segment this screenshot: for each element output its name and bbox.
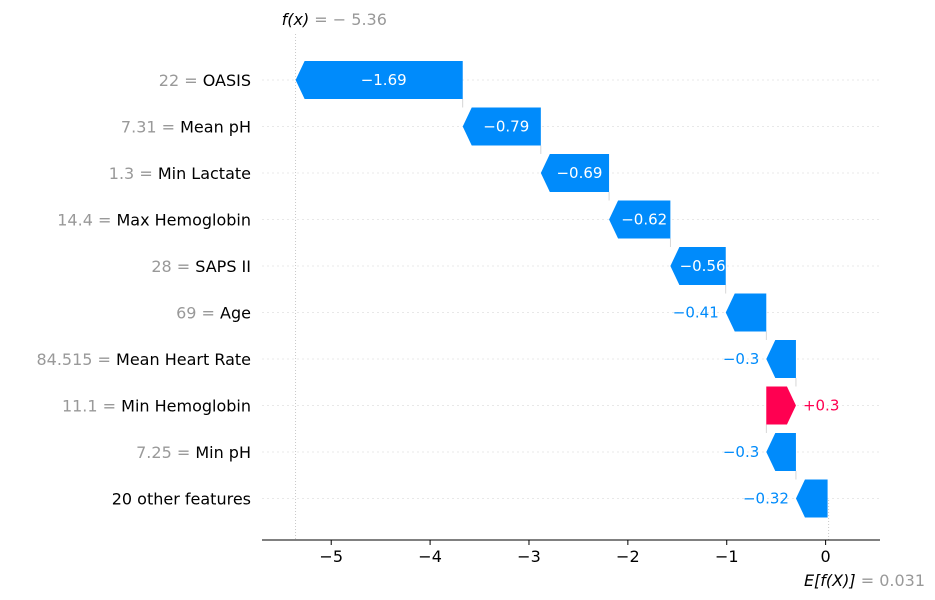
feature-name: 20 other features — [112, 489, 251, 508]
feature-name: SAPS II — [195, 257, 251, 276]
base-value: = 0.031 — [856, 571, 925, 590]
feature-label: 28 = SAPS II — [151, 257, 251, 276]
feature-value: 11.1 = — [62, 396, 121, 415]
fx-value: = − 5.36 — [309, 10, 387, 29]
feature-label: 22 = OASIS — [159, 71, 251, 90]
bar-value-label: −1.69 — [361, 71, 407, 89]
bar-value-label: −0.69 — [556, 164, 602, 182]
negative-bar — [670, 247, 726, 285]
negative-bar — [609, 200, 671, 239]
x-tick-label: −4 — [418, 547, 442, 566]
feature-label: 7.31 = Mean pH — [121, 117, 251, 136]
feature-value: 22 = — [159, 71, 203, 90]
feature-label: 69 = Age — [176, 303, 251, 322]
feature-value: 7.25 = — [136, 443, 195, 462]
feature-label: 1.3 = Min Lactate — [109, 164, 251, 183]
feature-name: OASIS — [203, 71, 251, 90]
feature-value: 1.3 = — [109, 164, 158, 183]
feature-value: 84.515 = — [36, 350, 116, 369]
feature-value: 14.4 = — [57, 210, 116, 229]
negative-bar — [295, 61, 463, 99]
positive-bar — [766, 386, 796, 425]
bar-value-label: −0.79 — [483, 118, 529, 136]
feature-label: 7.25 = Min pH — [136, 443, 251, 462]
feature-name: Max Hemoglobin — [116, 210, 251, 229]
x-tick-label: −2 — [616, 547, 640, 566]
feature-name: Mean pH — [180, 117, 251, 136]
feature-name: Min pH — [195, 443, 251, 462]
feature-label: 84.515 = Mean Heart Rate — [36, 350, 251, 369]
x-tick-label: 0 — [821, 547, 831, 566]
bar-value-label: −0.3 — [723, 443, 759, 461]
fx-symbol: f(x) — [282, 10, 310, 29]
feature-label: 11.1 = Min Hemoglobin — [62, 396, 251, 415]
x-tick-label: −3 — [517, 547, 541, 566]
bar-value-label: −0.3 — [723, 350, 759, 368]
x-tick-label: −1 — [715, 547, 739, 566]
feature-name: Mean Heart Rate — [116, 350, 251, 369]
feature-label: 14.4 = Max Hemoglobin — [57, 210, 251, 229]
negative-bar — [766, 340, 796, 378]
feature-name: Min Lactate — [158, 164, 251, 183]
negative-bar — [462, 107, 541, 146]
bar-value-label: −0.32 — [743, 490, 789, 508]
feature-label: 20 other features — [112, 489, 251, 508]
negative-bar — [766, 433, 796, 471]
feature-value: 28 = — [151, 257, 195, 276]
bar-value-label: −0.41 — [673, 304, 719, 322]
fx-label: f(x) = − 5.36 — [282, 10, 387, 29]
feature-name: Min Hemoglobin — [121, 396, 251, 415]
x-tick-label: −5 — [319, 547, 343, 566]
bar-value-label: −0.62 — [621, 211, 667, 229]
negative-bar — [795, 479, 828, 518]
negative-bar — [725, 293, 767, 332]
bar-value-label: +0.3 — [803, 397, 839, 415]
negative-bar — [540, 154, 610, 192]
feature-value: 7.31 = — [121, 117, 180, 136]
base-symbol: E[f(X)] — [804, 571, 856, 590]
feature-name: Age — [220, 303, 251, 322]
base-value-label: E[f(X)] = 0.031 — [804, 571, 925, 590]
bar-value-label: −0.56 — [680, 257, 726, 275]
feature-value: 69 = — [176, 303, 220, 322]
